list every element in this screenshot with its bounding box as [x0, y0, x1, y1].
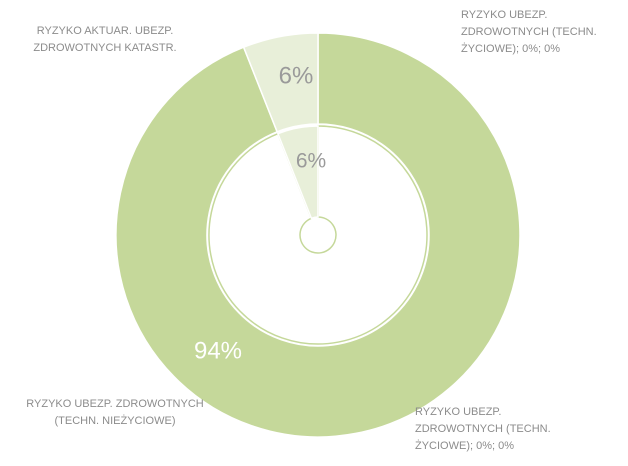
- label-line: (TECHN. NIEŻYCIOWE): [55, 414, 176, 427]
- label-line: RYZYKO UBEZP. ZDROWOTNYCH: [26, 398, 204, 410]
- label-line: ZDROWOTNYCH (TECHN.: [461, 26, 597, 38]
- category-label: RYZYKO UBEZP. ZDROWOTNYCH (TECHN. ŻYCIOWE)…: [415, 406, 551, 452]
- donut-slice: [208, 125, 428, 345]
- category-label: RYZYKO UBEZP. ZDROWOTNYCH (TECHN. NIEŻYCI…: [26, 398, 204, 427]
- category-label: RYZYKO AKTUAR. UBEZP. ZDROWOTNYCH KATASTR…: [33, 25, 176, 54]
- label-line: RYZYKO AKTUAR. UBEZP.: [37, 25, 174, 37]
- label-line: ŻYCIOWE); 0%; 0%: [461, 42, 560, 55]
- value-label: 6%: [279, 62, 314, 89]
- label-line: ZDROWOTNYCH KATASTR.: [33, 42, 176, 54]
- donut-slice: [276, 125, 319, 220]
- value-label: 94%: [194, 337, 242, 364]
- donut-slice: [242, 32, 319, 133]
- label-line: ŻYCIOWE); 0%; 0%: [415, 439, 514, 452]
- label-line: RYZYKO UBEZP.: [461, 9, 547, 21]
- category-label: RYZYKO UBEZP. ZDROWOTNYCH (TECHN. ŻYCIOWE)…: [461, 9, 597, 55]
- label-line: ZDROWOTNYCH (TECHN.: [415, 423, 551, 435]
- value-label: 6%: [296, 150, 326, 173]
- donut-slice: [115, 32, 521, 438]
- value-label: 94%: [259, 282, 301, 305]
- label-line: RYZYKO UBEZP.: [415, 406, 501, 418]
